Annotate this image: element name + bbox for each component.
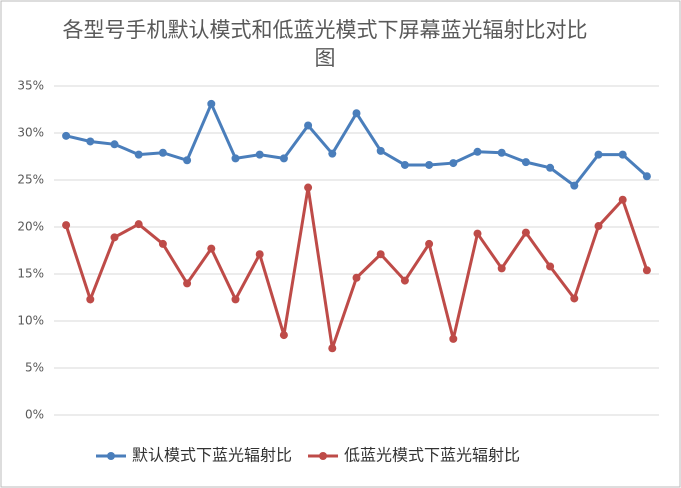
y-tick-label: 25%: [17, 173, 44, 187]
legend-label: 默认模式下蓝光辐射比: [132, 446, 292, 465]
data-point: [497, 148, 506, 157]
chart-title: 各型号手机默认模式和低蓝光模式下屏幕蓝光辐射比对比图: [62, 18, 588, 70]
data-point: [352, 273, 361, 282]
data-point: [110, 140, 119, 149]
data-point: [158, 239, 167, 248]
y-tick-label: 30%: [17, 126, 44, 140]
data-point: [400, 160, 409, 169]
y-tick-label: 10%: [17, 314, 44, 328]
data-point: [473, 229, 482, 238]
data-point: [279, 154, 288, 163]
data-point: [279, 331, 288, 340]
data-point: [376, 250, 385, 259]
data-point: [352, 109, 361, 118]
data-point: [546, 262, 555, 271]
y-tick-label: 0%: [25, 408, 44, 422]
data-point: [473, 147, 482, 156]
data-point: [425, 160, 434, 169]
data-point: [570, 294, 579, 303]
data-point: [255, 150, 264, 159]
y-tick-label: 20%: [17, 220, 44, 234]
legend-label: 低蓝光模式下蓝光辐射比: [344, 446, 520, 465]
y-tick-label: 15%: [17, 267, 44, 281]
data-point: [231, 154, 240, 163]
data-point: [207, 244, 216, 253]
data-point: [207, 99, 216, 108]
data-point: [594, 222, 603, 231]
data-point: [304, 183, 313, 192]
data-point: [183, 156, 192, 165]
data-point: [376, 146, 385, 155]
y-tick-label: 5%: [25, 361, 44, 375]
data-point: [425, 239, 434, 248]
data-point: [594, 150, 603, 159]
data-point: [449, 159, 458, 168]
legend-marker: [107, 452, 115, 460]
data-point: [62, 221, 71, 230]
data-point: [86, 137, 95, 146]
data-point: [618, 195, 627, 204]
data-point: [521, 228, 530, 237]
data-point: [328, 344, 337, 353]
data-point: [183, 279, 192, 288]
y-tick-label: 35%: [17, 79, 44, 93]
data-point: [328, 149, 337, 158]
data-point: [497, 264, 506, 273]
data-point: [618, 150, 627, 159]
legend-marker: [319, 452, 328, 460]
data-point: [449, 334, 458, 343]
data-point: [304, 121, 313, 130]
data-point: [158, 148, 167, 157]
data-point: [642, 172, 651, 181]
data-point: [86, 295, 95, 304]
data-point: [255, 250, 264, 259]
data-point: [110, 233, 119, 242]
data-point: [570, 181, 579, 190]
series-line: [64, 187, 649, 349]
data-point: [400, 276, 409, 285]
data-point: [134, 150, 143, 159]
data-point: [134, 220, 143, 229]
data-point: [231, 295, 240, 304]
data-point: [62, 131, 71, 140]
data-point: [521, 158, 530, 167]
data-point: [642, 266, 651, 275]
data-point: [546, 163, 555, 172]
